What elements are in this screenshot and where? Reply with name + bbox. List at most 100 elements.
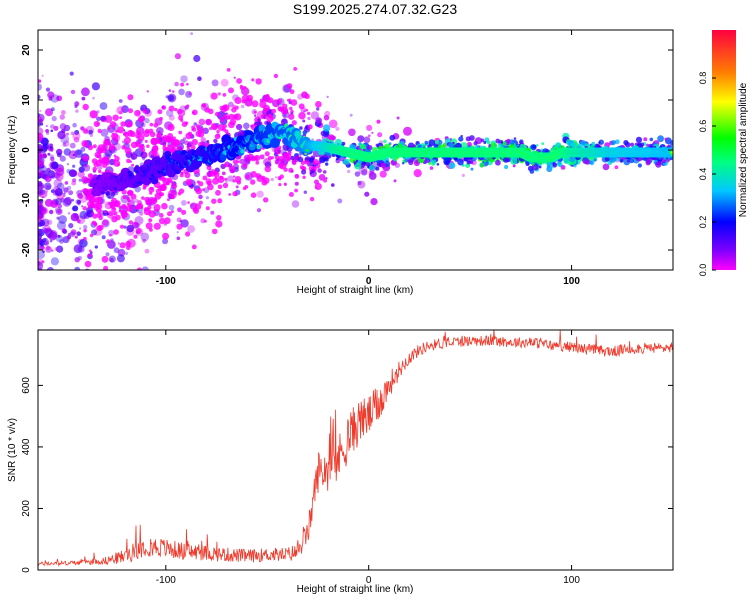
spectrogram-ridge-cell	[147, 164, 150, 167]
spectrogram-cell	[324, 157, 329, 162]
spectrogram-ridge-cell	[165, 155, 170, 160]
spectrogram-cell	[148, 128, 154, 134]
spectrogram-cell	[91, 211, 95, 215]
spectrogram-noise-blob	[116, 106, 125, 115]
spectrogram-cell	[112, 114, 119, 121]
spectrogram-cell	[255, 78, 262, 85]
spectrogram-noise-blob	[62, 229, 68, 235]
spectrogram-cell	[502, 141, 507, 146]
spectrogram-cell	[283, 182, 287, 186]
spectrogram-ridge-cell	[240, 149, 245, 154]
spectrogram-noise-blob	[56, 95, 63, 102]
spectrogram-noise-blob	[354, 171, 361, 177]
spectrogram-noise-blob	[76, 231, 81, 236]
spectrogram-cell	[436, 163, 440, 166]
spectrogram-cell	[247, 153, 255, 161]
spectrogram-cell	[114, 129, 118, 133]
spectrogram-noise-blob	[142, 238, 147, 243]
spectrogram-cell	[219, 116, 225, 122]
spectrogram-noise-blob	[109, 257, 114, 263]
spectrogram-noise-blob	[46, 267, 54, 270]
spectrogram-noise-blob	[73, 244, 83, 254]
spectrogram-cell	[119, 116, 122, 119]
spectrogram-noise-blob	[297, 93, 304, 100]
spectrogram-noise-blob	[461, 173, 465, 177]
spectrogram-cell	[162, 146, 167, 151]
spectrogram-noise-blob	[94, 245, 98, 249]
spectrogram-cell	[627, 159, 630, 163]
spectrogram-noise-blob	[324, 110, 331, 117]
spectrogram-noise-blob	[38, 122, 41, 126]
spectrogram-cell	[500, 141, 504, 144]
spectrogram-noise-blob	[41, 141, 45, 145]
spectrogram-noise-blob	[43, 143, 47, 148]
spectrogram-noise-blob	[101, 235, 106, 240]
spectrogram-noise-blob	[54, 188, 63, 197]
spectrogram-noise-blob	[89, 110, 98, 119]
spectrogram-cell	[144, 196, 151, 203]
spectrogram-cell	[358, 143, 361, 146]
spectrogram-cell	[665, 157, 669, 160]
spectrogram-cell	[138, 204, 144, 210]
spectrogram-cell	[191, 244, 197, 250]
spectrogram-cell	[89, 196, 97, 204]
spectrogram-cell	[177, 191, 182, 196]
spectrogram-noise-blob	[140, 232, 150, 242]
spectrogram-cell	[288, 113, 295, 120]
spectrogram-cell	[222, 93, 227, 97]
spectrogram-cell	[317, 168, 322, 173]
spectrogram-cell	[172, 136, 176, 140]
spectrogram-noise-blob	[91, 229, 98, 236]
spectrogram-noise-blob	[47, 152, 51, 156]
spectrogram-cell	[389, 134, 396, 141]
spectrogram-noise-blob	[74, 104, 78, 108]
spectrogram-cell	[370, 161, 373, 165]
spectrogram-cell	[93, 120, 100, 128]
spectrogram-noise-blob	[197, 76, 202, 81]
spectrogram-y-tick-label: -20	[21, 242, 32, 257]
spectrogram-noise-blob	[45, 87, 51, 92]
spectrogram-cell	[178, 147, 183, 152]
spectrogram-cell	[322, 124, 331, 132]
spectrogram-noise-blob	[348, 128, 356, 137]
spectrogram-noise-blob	[81, 205, 84, 208]
spectrogram-noise-blob	[41, 74, 44, 77]
spectrogram-noise-blob	[377, 132, 383, 138]
spectrogram-noise-blob	[71, 180, 77, 186]
spectrogram-cell	[191, 128, 194, 131]
snr-y-tick-label: 0	[21, 567, 32, 573]
spectrogram-cell	[95, 207, 102, 214]
spectrogram-noise-blob	[168, 114, 175, 121]
spectrogram-noise-blob	[178, 88, 185, 96]
spectrogram-noise-blob	[59, 114, 65, 120]
spectrogram-noise-blob	[162, 238, 169, 245]
spectrogram-cell	[234, 96, 242, 105]
spectrogram-noise-blob	[325, 177, 328, 180]
spectrogram-cell	[536, 144, 539, 147]
spectrogram-cell	[320, 130, 326, 137]
spectrogram-noise-blob	[323, 114, 330, 121]
chart-title: S199.2025.274.07.32.G23	[292, 1, 458, 17]
spectrogram-cell	[161, 105, 167, 110]
spectrogram-cell	[630, 142, 635, 147]
spectrogram-x-ticks: -100 0 100	[156, 30, 580, 287]
spectrogram-noise-blob	[38, 132, 44, 142]
spectrogram-noise-blob	[94, 283, 97, 286]
spectrogram-cell	[309, 196, 315, 202]
spectrogram-noise-blob	[51, 175, 56, 180]
spectrogram-cell	[271, 108, 277, 114]
spectrogram-cell	[98, 273, 101, 276]
spectrogram-noise-blob	[38, 228, 43, 237]
spectrogram-cell	[646, 143, 649, 147]
spectrogram-cell	[157, 109, 163, 115]
spectrogram-cell	[222, 182, 229, 189]
spectrogram-cell	[185, 231, 191, 237]
spectrogram-cell	[109, 234, 112, 237]
spectrogram-noise-blob	[67, 185, 72, 190]
spectrogram-y-ticks: -20 -10 0 10 20	[21, 44, 673, 257]
spectrogram-cell	[134, 109, 141, 117]
spectrogram-cell	[113, 159, 116, 162]
spectrogram-noise-blob	[66, 163, 70, 166]
spectrogram-noise-blob	[38, 118, 44, 123]
spectrogram-cell	[304, 159, 310, 165]
